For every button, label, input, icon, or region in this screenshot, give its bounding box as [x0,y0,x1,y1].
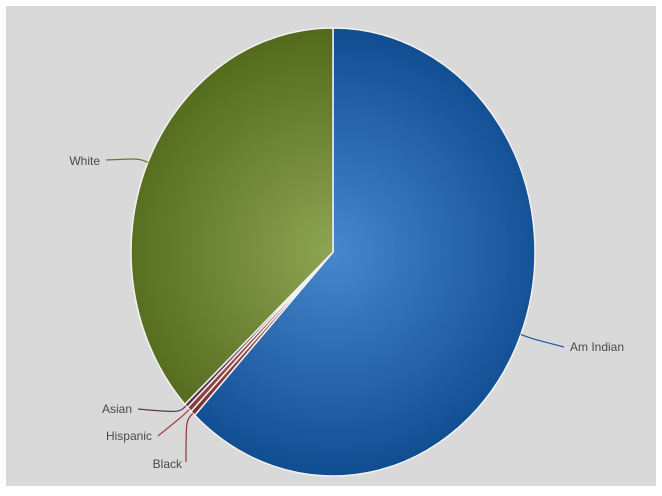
label-connectors [105,158,565,463]
label-white: White [69,154,100,168]
pie-slice-am-indian[interactable] [193,27,536,477]
label-asian: Asian [102,402,132,416]
label-black: Black [153,457,183,471]
connector-white [105,158,149,163]
label-am-indian: Am Indian [570,340,624,354]
label-hispanic: Hispanic [106,429,152,443]
connector-black [185,412,194,463]
connector-hispanic [157,408,190,437]
pie-slices [130,27,536,477]
connector-asian [137,405,187,413]
connector-am-indian [520,333,565,348]
